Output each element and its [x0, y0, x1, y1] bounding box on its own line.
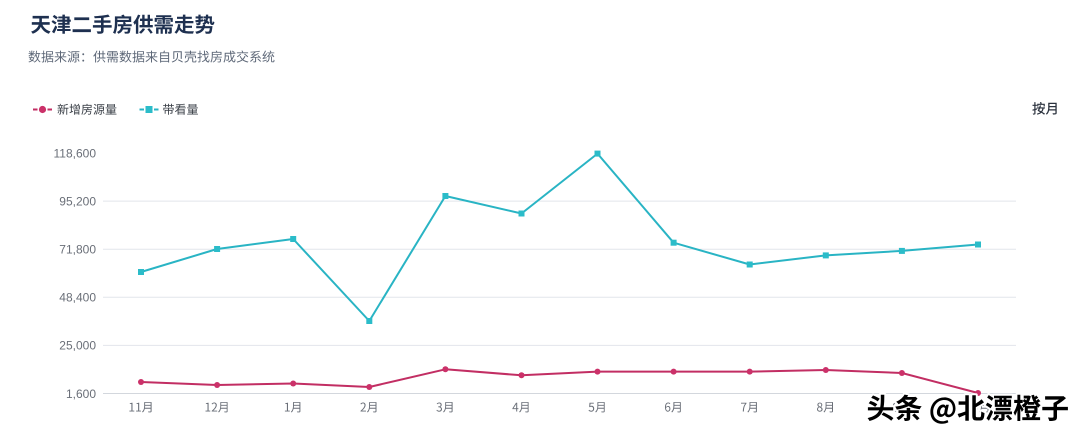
svg-text:95,200: 95,200 [59, 194, 96, 208]
svg-text:118,600: 118,600 [54, 146, 97, 160]
svg-text:71,800: 71,800 [59, 243, 96, 257]
svg-text:1,600: 1,600 [66, 387, 96, 401]
svg-text:48,400: 48,400 [59, 291, 96, 305]
svg-text:25,000: 25,000 [59, 339, 96, 353]
